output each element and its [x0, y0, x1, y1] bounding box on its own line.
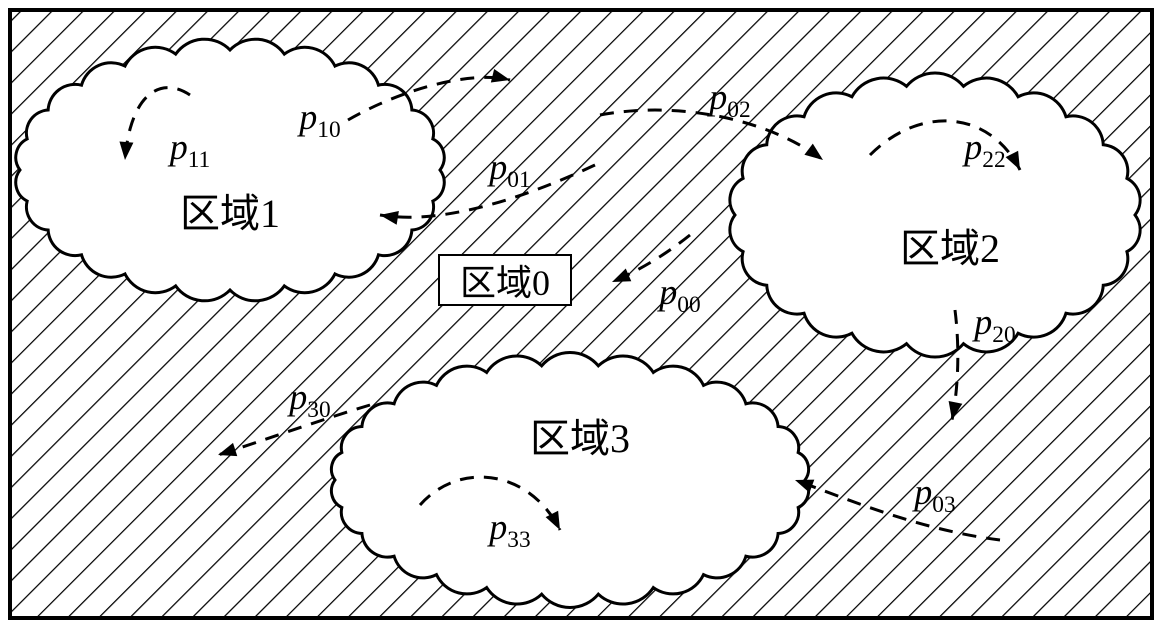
edge-label-var: p: [659, 272, 677, 312]
edge-label-p33: p33: [489, 506, 530, 554]
edge-label-var: p: [914, 472, 932, 512]
edge-label-sub: 22: [982, 147, 1005, 173]
edge-label-var: p: [289, 377, 307, 417]
edge-label-var: p: [299, 97, 317, 137]
edge-label-p11: p11: [170, 126, 211, 174]
edge-label-sub: 02: [727, 97, 750, 123]
region0-label: 区域0: [460, 254, 550, 306]
edge-label-var: p: [964, 127, 982, 167]
edge-label-sub: 11: [188, 147, 211, 173]
edge-label-sub: 20: [992, 322, 1015, 348]
edge-label-var: p: [974, 302, 992, 342]
edge-label-sub: 10: [317, 117, 340, 143]
edge-label-sub: 01: [507, 167, 530, 193]
edge-label-p03: p03: [914, 471, 955, 519]
edge-label-var: p: [170, 127, 188, 167]
edge-label-var: p: [709, 77, 727, 117]
region0-box: 区域0: [438, 254, 572, 306]
edge-label-p10: p10: [299, 96, 340, 144]
edge-label-sub: 00: [677, 292, 700, 318]
edge-label-var: p: [489, 147, 507, 187]
edge-label-p02: p02: [709, 76, 750, 124]
edge-label-sub: 33: [507, 527, 530, 553]
region-label-2: 区域2: [900, 216, 1000, 274]
edge-label-p30: p30: [289, 376, 330, 424]
diagram-stage: 区域0区域1区域2区域3p10p01p02p20p03p30p00p11p22p…: [0, 0, 1162, 628]
region-label-1: 区域1: [180, 181, 280, 239]
edge-label-p22: p22: [964, 126, 1005, 174]
edge-label-sub: 30: [307, 397, 330, 423]
edge-label-p20: p20: [974, 301, 1015, 349]
edge-label-p01: p01: [489, 146, 530, 194]
edge-label-var: p: [489, 507, 507, 547]
region-label-3: 区域3: [530, 406, 630, 464]
edge-label-p00: p00: [659, 271, 700, 319]
edge-label-sub: 03: [932, 492, 955, 518]
